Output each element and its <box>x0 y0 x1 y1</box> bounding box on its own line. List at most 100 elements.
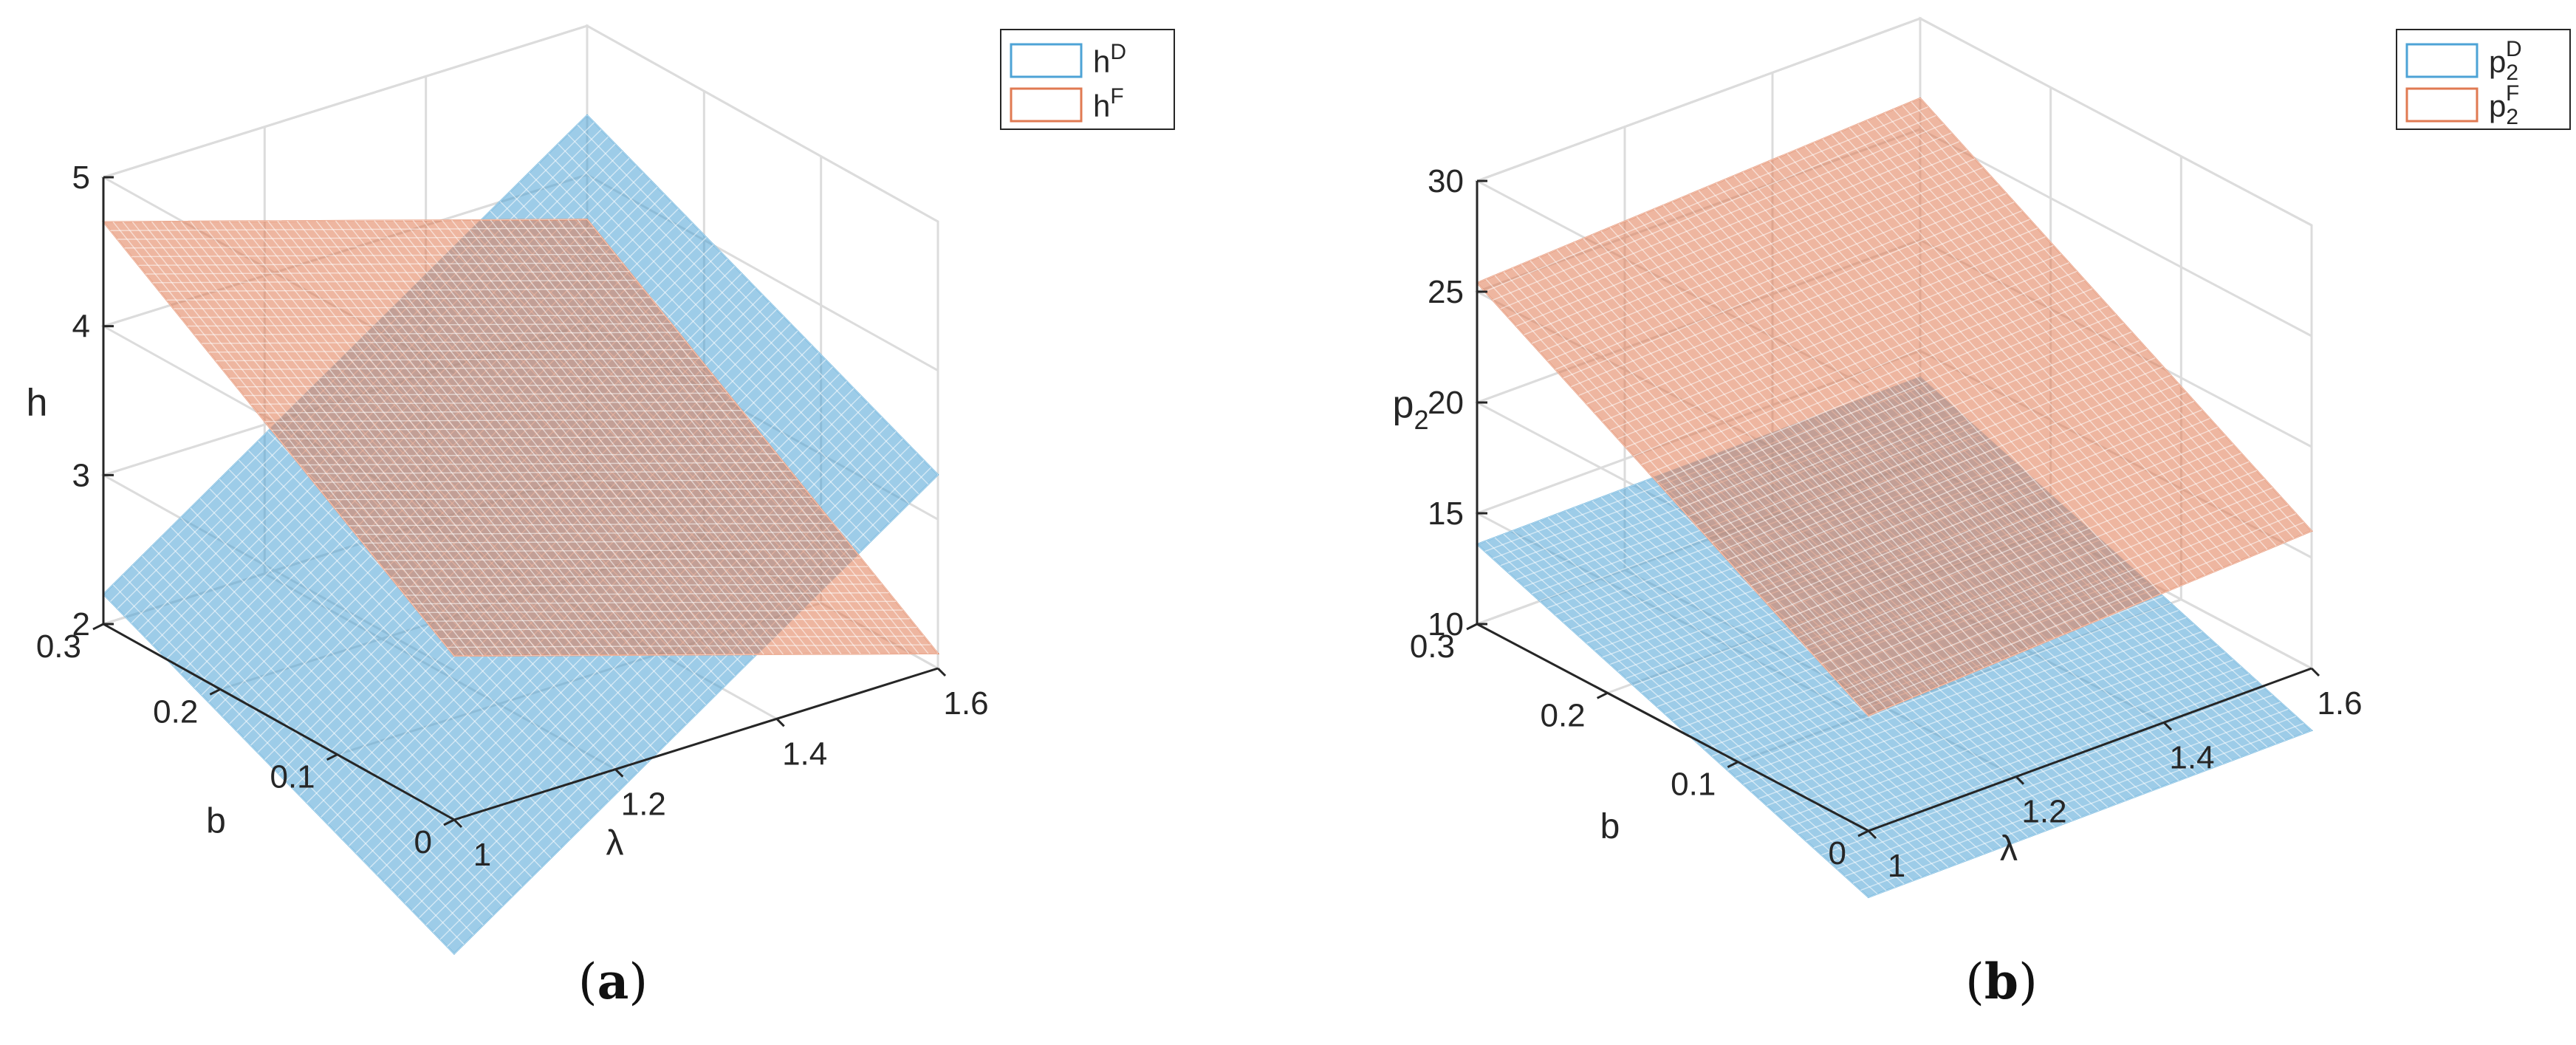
grid-line-z-right <box>1476 17 1921 182</box>
mesh-line <box>509 219 861 654</box>
mesh-line <box>1609 244 2054 431</box>
b-tick-label: 0.3 <box>1410 628 1455 665</box>
mesh-line <box>451 219 804 655</box>
mesh-line <box>1524 149 1967 335</box>
mesh-line <box>215 357 700 362</box>
z-tick-label: 5 <box>72 160 90 196</box>
mesh-line <box>558 143 910 504</box>
b-tick-label: 0 <box>414 824 432 860</box>
mesh-line <box>1563 193 2007 379</box>
mesh-line <box>1476 97 1921 284</box>
mesh-line <box>1547 175 1991 362</box>
mesh-line <box>1657 296 2101 483</box>
mesh-line <box>364 220 716 655</box>
mesh-line <box>1884 112 2277 547</box>
b-tick-label: 0 <box>1829 835 1846 871</box>
mesh-line <box>1716 182 2109 617</box>
mesh-line <box>1707 186 2100 620</box>
mesh-line <box>1570 201 2015 388</box>
mesh-line <box>1804 145 2197 580</box>
lambda-tick <box>1867 829 1877 840</box>
mesh-line <box>586 219 939 654</box>
mesh-line <box>538 219 891 654</box>
b-axis-label: b <box>1600 807 1620 846</box>
grid-line-z-right <box>103 24 588 179</box>
mesh-line <box>1751 168 2144 602</box>
legend-entry-sub: 2 <box>2506 105 2518 129</box>
mesh-line <box>354 220 707 655</box>
mesh-line <box>422 219 774 655</box>
lambda-axis-label: λ <box>606 824 624 863</box>
mesh-line <box>1875 116 2268 550</box>
b-tick <box>326 753 338 761</box>
mesh-line <box>1555 184 1999 370</box>
mesh-line <box>1515 140 1960 327</box>
mesh-line <box>490 219 842 654</box>
mesh-line <box>412 219 764 655</box>
mesh-line <box>1633 270 2077 457</box>
mesh-line <box>1648 288 2093 474</box>
legend-entry-sup: D <box>1110 40 1126 64</box>
mesh-line <box>264 418 749 422</box>
lambda-tick-label: 1.4 <box>2169 739 2214 775</box>
z-tick-label: 30 <box>1428 163 1464 199</box>
mesh-line <box>567 219 919 654</box>
mesh-line <box>1594 227 2038 414</box>
mesh-line <box>1626 262 2069 448</box>
mesh-line <box>1919 97 2312 532</box>
b-tick <box>92 623 104 631</box>
mesh-line <box>383 220 736 655</box>
mesh-line <box>1586 219 2030 405</box>
legend-swatch <box>1010 43 1083 78</box>
mesh-line <box>1893 109 2286 543</box>
mesh-line <box>1849 127 2241 561</box>
lambda-tick <box>2015 775 2025 785</box>
mesh-line <box>1787 153 2179 587</box>
mesh-line <box>159 288 644 292</box>
lambda-tick-label: 1.2 <box>2021 794 2066 830</box>
legend-swatch <box>2405 43 2479 78</box>
mesh-line <box>1578 210 2023 397</box>
legend-entry-name: p <box>2489 44 2506 79</box>
legend-entry-sup: D <box>2506 37 2522 61</box>
grid-line-z-back <box>1919 17 2312 227</box>
lambda-tick-label: 1 <box>473 837 491 873</box>
mesh-line <box>166 297 651 301</box>
legend-entry-name: p <box>2489 89 2506 123</box>
mesh-line <box>257 410 742 414</box>
mesh-line <box>480 219 832 655</box>
mesh-line <box>1902 105 2295 539</box>
mesh-line <box>1778 157 2171 591</box>
mesh-line <box>1665 305 2109 491</box>
b-tick-label: 0.2 <box>1540 697 1585 733</box>
mesh-line <box>431 219 784 655</box>
lambda-tick <box>453 818 463 829</box>
mesh-line <box>201 340 686 344</box>
mesh-line <box>194 332 679 335</box>
lambda-axis-line <box>1868 667 2312 832</box>
axes-lines: 0 0.1 0.2 0.3 1 1.2 1.4 1.6 10 15 20 25 30 b λ p2 <box>1393 163 2363 884</box>
legend-entry-sub: 2 <box>2506 61 2518 85</box>
b-tick <box>1466 623 1478 631</box>
mesh-line <box>222 366 707 371</box>
z-axis-label: p2 <box>1393 383 1429 435</box>
legend-swatch <box>2405 87 2479 123</box>
mesh-line <box>103 219 588 223</box>
grid-line-z-back <box>586 24 939 223</box>
lambda-tick <box>2162 722 2173 731</box>
lambda-tick-label: 1.4 <box>782 736 827 772</box>
mesh-line <box>393 220 745 655</box>
mesh-line <box>145 270 630 275</box>
mesh-line <box>402 219 755 655</box>
mesh-line <box>577 219 929 654</box>
mesh-line <box>1484 106 1928 292</box>
mesh-line <box>236 383 721 388</box>
z-tick-label: 4 <box>72 309 90 345</box>
mesh-line <box>1742 171 2135 606</box>
legend-entry-name: h <box>1093 89 1110 123</box>
surface-f <box>1476 97 2313 717</box>
mesh-line <box>208 349 693 353</box>
b-tick-label: 0.1 <box>1671 767 1716 803</box>
